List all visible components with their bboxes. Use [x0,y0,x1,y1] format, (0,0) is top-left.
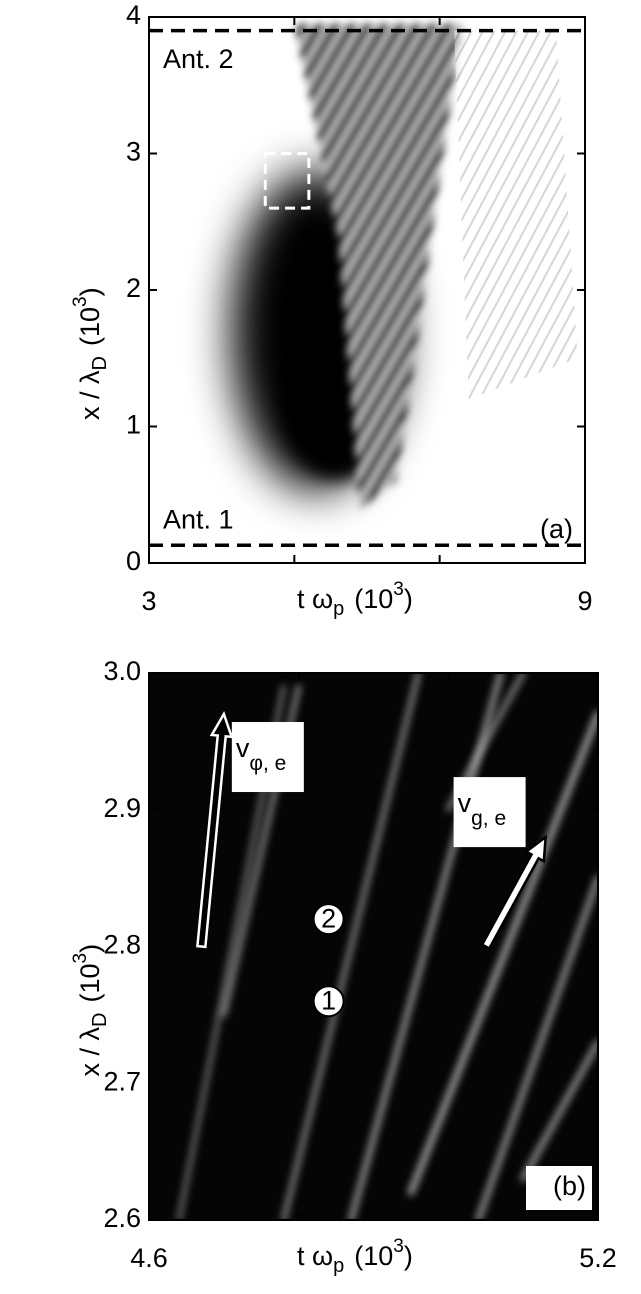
antenna-label: Ant. 1 [163,504,234,534]
arrow-label: vφ, e [236,733,286,774]
arrow-label-box [453,777,526,848]
y-tick-label: 4 [126,0,141,30]
velocity-arrow [196,711,234,949]
y-axis-label-part: (10 [75,964,105,1003]
arrow-label: vg, e [458,788,507,829]
velocity-arrow [480,834,548,951]
panel-label: (a) [540,514,573,544]
arrow-label-box [231,722,304,793]
density-stripes [454,30,578,400]
wave-marker [312,985,345,1018]
x-axis-label-part: t ω [297,584,333,614]
x-axis-label-part: ) [404,584,413,614]
y-axis-label-part: ) [75,944,105,953]
density-stripes [294,23,462,509]
y-axis-label: x / λD (103) [70,944,111,1077]
wave-marker-label: 1 [321,985,336,1015]
y-axis-label-part: ) [75,287,105,296]
arrow-label-main: v [458,788,472,818]
y-tick-label: 2.8 [103,930,141,960]
x-axis-label-part: 3 [393,1236,404,1257]
arrow-label-sub: φ, e [249,752,286,775]
arrow-label-sub: g, e [471,807,506,830]
y-tick-label: 2.6 [103,1203,141,1233]
y-tick-label: 2.7 [103,1066,141,1096]
density-image [149,17,585,563]
y-axis-label-part: x / λ [75,370,105,420]
density-streak [520,1039,598,1182]
x-axis-label: t ωp (103) [297,1236,413,1277]
y-axis-label-part: D [89,1013,111,1027]
y-tick-label: 2.9 [103,793,141,823]
antenna-label: Ant. 2 [163,44,234,74]
x-tick-label: 3 [141,586,156,616]
density-streak [281,673,421,1220]
x-axis-label-part: p [333,598,344,620]
x-tick-label: 4.6 [130,1243,168,1273]
x-axis-label-part: (10 [354,584,393,614]
density-streak [475,875,598,1220]
arrow-label-main: v [236,733,250,763]
y-axis-label-part: 3 [70,296,91,307]
y-tick-label: 3 [126,137,141,167]
x-axis-label-part: t ω [297,1241,333,1271]
y-tick-label: 2 [126,273,141,303]
x-axis-label-part: p [333,1255,344,1277]
x-axis-label: t ωp (103) [297,579,413,620]
density-streak [348,673,504,1220]
x-tick-label: 9 [577,586,592,616]
y-tick-label: 0 [126,546,141,576]
wave-marker-label: 2 [321,903,336,933]
y-axis-label-part: D [89,356,111,370]
y-tick-label: 3.0 [103,656,141,686]
panel-label-box [526,1166,592,1210]
y-axis-label-part: (10 [75,307,105,346]
inset-box [263,152,311,210]
y-axis-label-part: 3 [70,953,91,964]
y-axis-label: x / λD (103) [70,287,111,420]
x-axis-label-part: 3 [393,579,404,600]
x-axis-label-part: ) [404,1241,413,1271]
x-tick-label: 5.2 [579,1243,617,1273]
density-streak [407,711,598,1196]
wave-marker [312,903,345,936]
y-axis-label-part: x / λ [75,1026,105,1076]
x-axis-label-part: (10 [354,1241,393,1271]
y-tick-label: 1 [126,410,141,440]
panel-label: (b) [553,1171,586,1201]
